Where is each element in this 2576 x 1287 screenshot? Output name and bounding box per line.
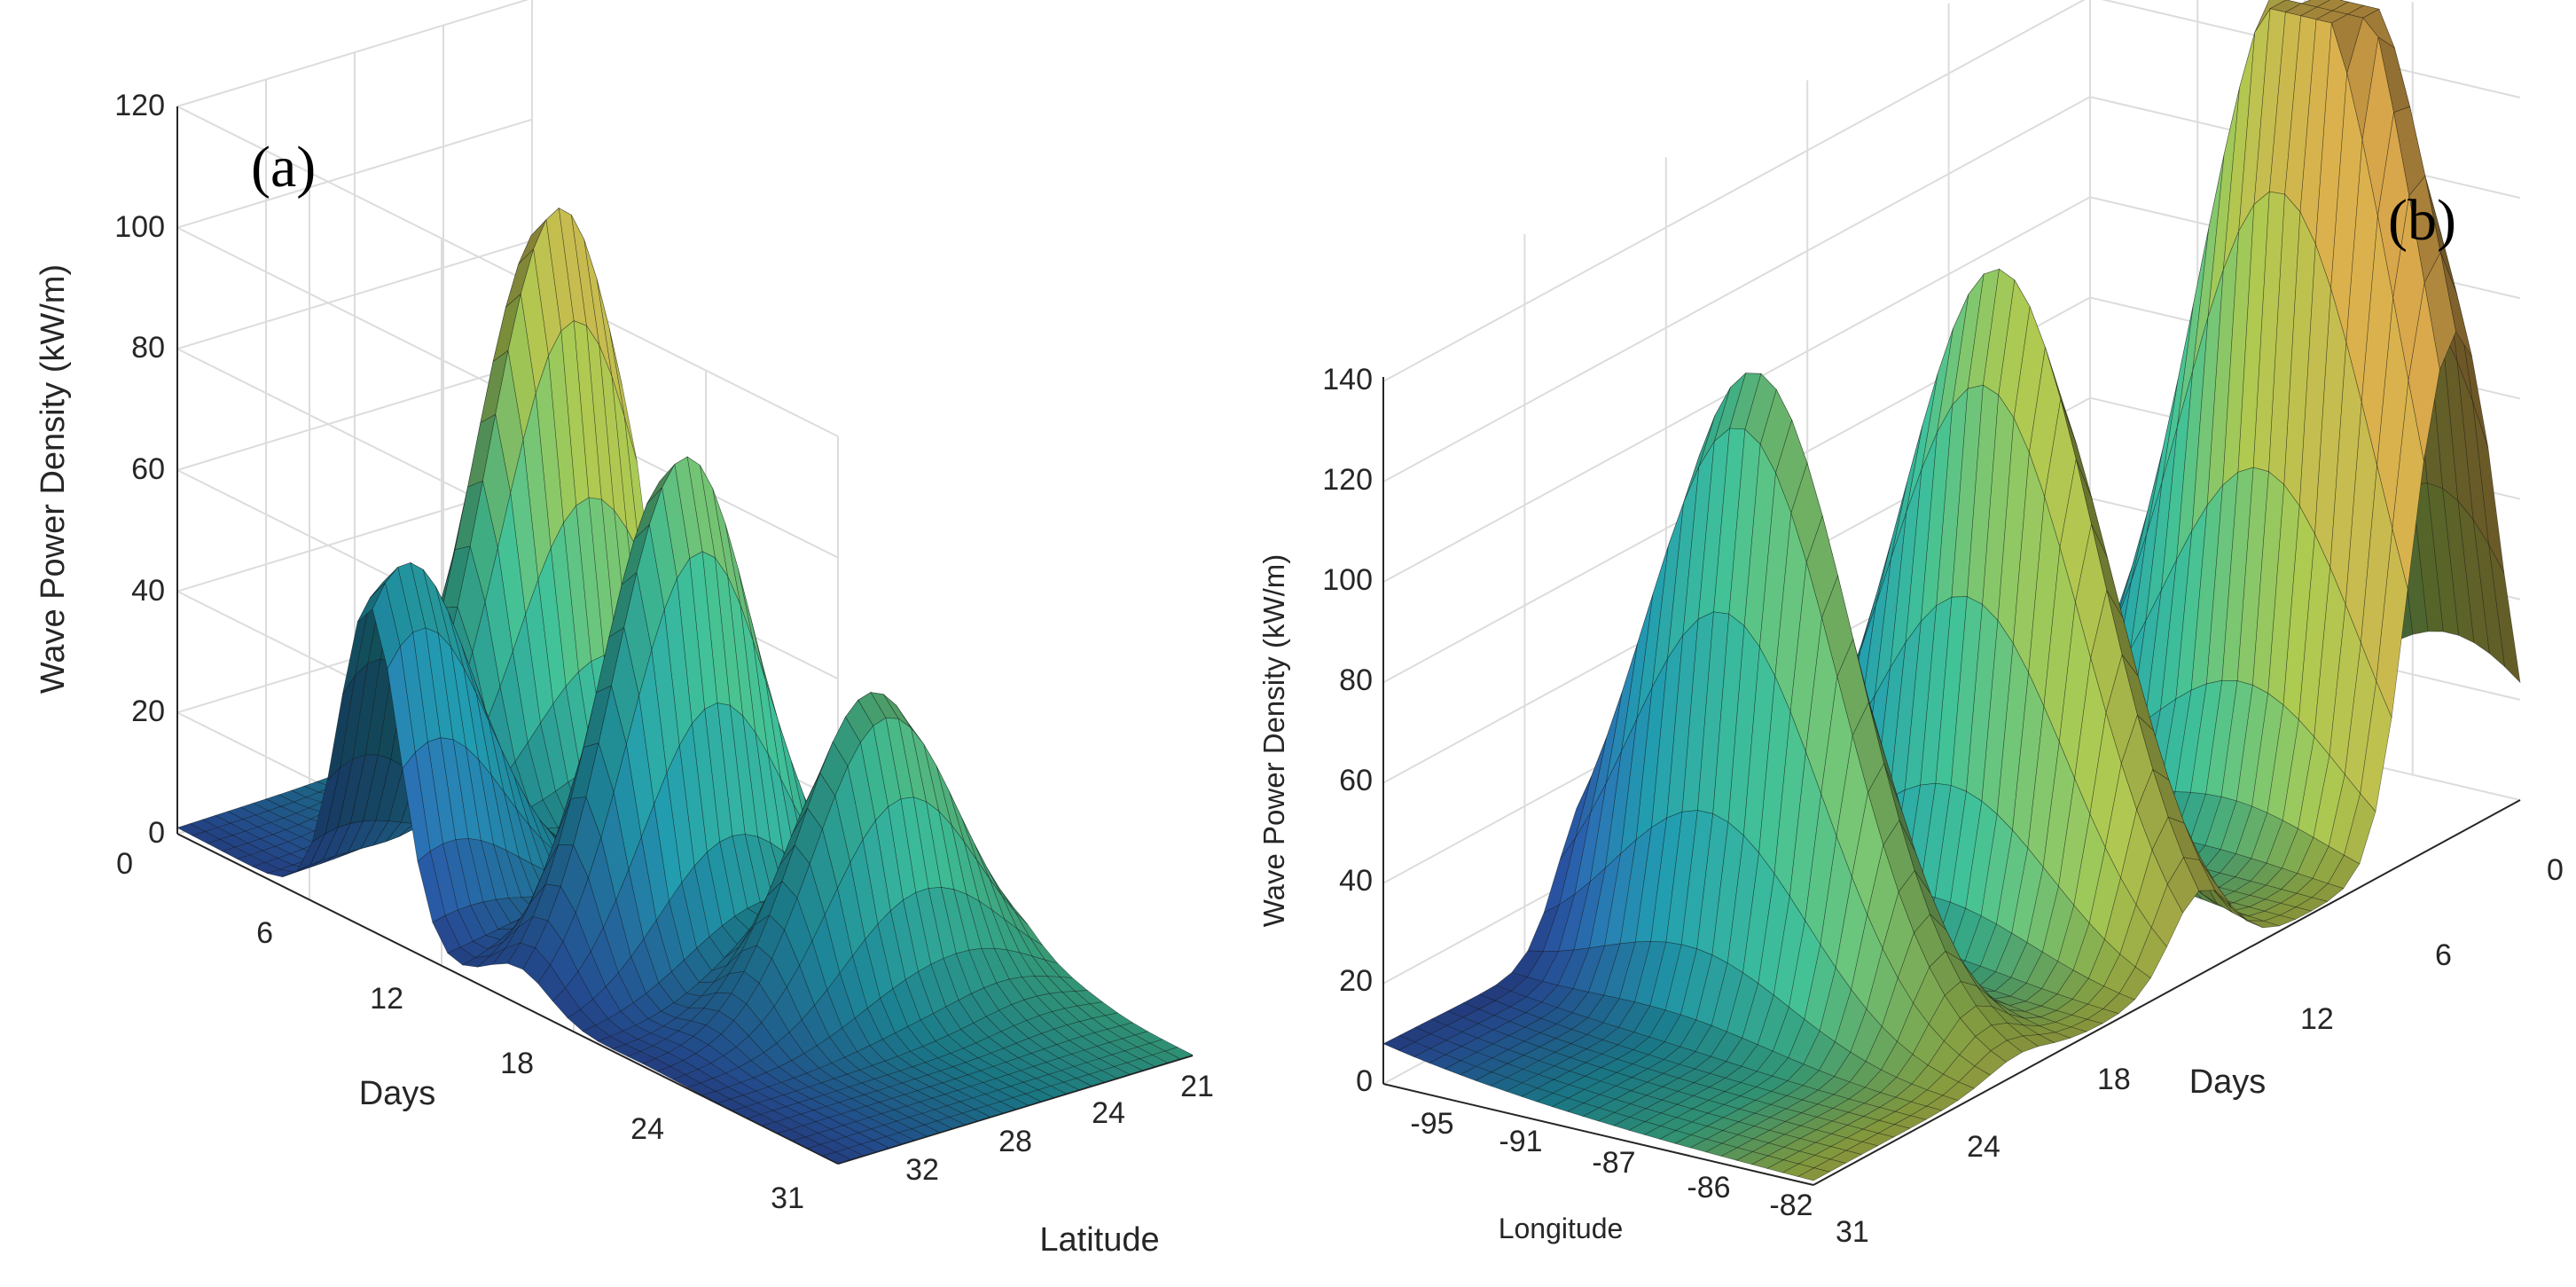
chart-a-lat-tick-32: 32 xyxy=(905,1153,939,1187)
chart-a-z-tick-80: 80 xyxy=(131,331,165,365)
chart-a-surface xyxy=(176,207,1194,1165)
chart-a-z-tick-0: 0 xyxy=(148,816,165,850)
chart-a-days-axis xyxy=(176,833,839,1165)
chart-b-days-tick-24: 24 xyxy=(1967,1130,2001,1164)
chart-b-lon-label: Longitude xyxy=(1499,1212,1624,1244)
chart-a-lat-tick-28: 28 xyxy=(998,1125,1032,1158)
chart-b-days-tick-18: 18 xyxy=(2097,1063,2131,1096)
chart-b-z-tick-120: 120 xyxy=(1322,463,1373,497)
chart-b-surface xyxy=(1382,0,2521,1181)
chart-b-z-tick-60: 60 xyxy=(1339,764,1373,797)
chart-b-lon-tick-91: -91 xyxy=(1499,1125,1542,1158)
chart-b-z-tick-0: 0 xyxy=(1356,1064,1373,1098)
chart-b-surface-cell xyxy=(1797,1167,1830,1181)
chart-b-lon-tick-82: -82 xyxy=(1769,1189,1813,1222)
chart-a-panel-label: (a) xyxy=(251,135,316,200)
chart-a-z-tick-60: 60 xyxy=(131,452,165,486)
chart-b-days-axis xyxy=(1813,799,2521,1186)
chart-a: 0 20 40 60 80 100 120 0 6 12 18 24 31 32… xyxy=(35,0,1214,1259)
chart-b-back-wall-zline-7 xyxy=(1382,0,2086,382)
chart-b-lon-axis xyxy=(1382,1083,1814,1186)
chart-b-axes xyxy=(1382,377,2521,1186)
chart-a-z-tick-120: 120 xyxy=(114,89,165,122)
chart-a-z-label: Wave Power Density (kW/m) xyxy=(35,264,72,694)
chart-b-z-tick-40: 40 xyxy=(1339,864,1373,898)
chart-b-days-tick-0: 0 xyxy=(2547,853,2564,887)
chart-a-lat-axis xyxy=(837,1055,1194,1165)
chart-b-z-label: Wave Power Density (kW/m) xyxy=(1257,554,1290,928)
chart-b-lon-tick-86: -86 xyxy=(1687,1171,1730,1205)
chart-a-days-label: Days xyxy=(359,1075,436,1112)
chart-a-days-tick-18: 18 xyxy=(500,1047,534,1080)
chart-b-days-tick-31: 31 xyxy=(1836,1215,1869,1249)
chart-a-side-wall-zline-6 xyxy=(176,106,839,437)
chart-a-days-tick-24: 24 xyxy=(630,1112,664,1146)
chart-a-lat-tick-21: 21 xyxy=(1180,1070,1214,1103)
chart-b-days-label: Days xyxy=(2189,1063,2267,1101)
chart-a-z-tick-20: 20 xyxy=(131,695,165,728)
chart-b-days-tick-6: 6 xyxy=(2435,938,2452,972)
chart-a-lat-tick-24: 24 xyxy=(1092,1096,1125,1130)
chart-b-z-tick-140: 140 xyxy=(1322,363,1373,396)
chart-b-days-tick-12: 12 xyxy=(2300,1002,2334,1036)
chart-b-z-tick-20: 20 xyxy=(1339,964,1373,998)
chart-a-z-tick-100: 100 xyxy=(114,210,165,244)
chart-b-back-wall-zline-6 xyxy=(1382,96,2091,483)
chart-b: 0 20 40 60 80 100 120 140 -95 -91 -87 -8… xyxy=(1257,0,2564,1249)
chart-b-z-tick-100: 100 xyxy=(1322,563,1373,597)
chart-a-days-tick-31: 31 xyxy=(771,1181,804,1215)
chart-b-z-tick-80: 80 xyxy=(1339,663,1373,697)
chart-b-panel-label: (b) xyxy=(2388,188,2456,253)
chart-a-surface-cell xyxy=(822,1151,852,1165)
chart-a-days-tick-0: 0 xyxy=(116,847,133,881)
chart-a-days-tick-6: 6 xyxy=(256,916,273,950)
chart-b-lon-tick-87: -87 xyxy=(1592,1146,1635,1180)
chart-a-axes xyxy=(176,106,1194,1165)
chart-b-lon-tick-95: -95 xyxy=(1410,1107,1453,1141)
chart-a-lat-label: Latitude xyxy=(1039,1221,1159,1259)
chart-a-z-tick-40: 40 xyxy=(131,574,165,608)
chart-a-days-tick-12: 12 xyxy=(370,982,403,1016)
